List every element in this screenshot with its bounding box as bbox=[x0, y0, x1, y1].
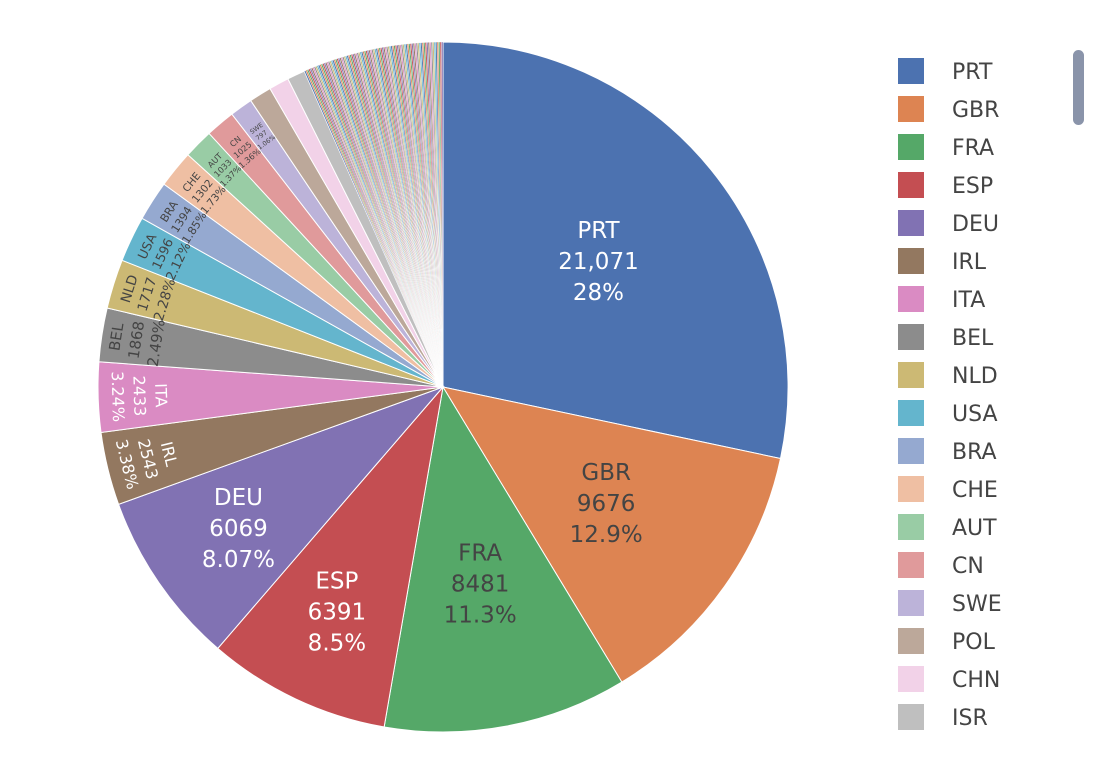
legend-label: DEU bbox=[952, 212, 999, 237]
pie-slices bbox=[97, 41, 789, 733]
legend-item-aut[interactable]: AUT bbox=[898, 514, 997, 541]
legend-item-irl[interactable]: IRL bbox=[898, 248, 987, 275]
slice-label-value: 8481 bbox=[451, 572, 510, 598]
legend-item-usa[interactable]: USA bbox=[898, 400, 998, 427]
slice-label-percent: 28% bbox=[573, 280, 624, 306]
legend-label: SWE bbox=[952, 592, 1002, 617]
slice-label-name: DEU bbox=[214, 485, 263, 511]
slice-label-prt: PRT 21,071 28% bbox=[558, 218, 638, 306]
legend-swatch bbox=[898, 704, 924, 730]
slice-label-percent: 11.3% bbox=[444, 603, 517, 629]
slice-label-percent: 8.07% bbox=[202, 547, 275, 573]
legend-swatch bbox=[898, 210, 924, 236]
legend-label: NLD bbox=[952, 364, 998, 389]
slice-label-percent: 3.24% bbox=[108, 371, 128, 422]
legend-label: IRL bbox=[952, 250, 987, 275]
legend-swatch bbox=[898, 476, 924, 502]
legend-label: GBR bbox=[952, 98, 999, 123]
legend-scrollbar[interactable] bbox=[1073, 50, 1084, 125]
slice-label-name: PRT bbox=[577, 218, 620, 244]
legend-item-deu[interactable]: DEU bbox=[898, 210, 999, 237]
slice-prt[interactable] bbox=[442, 41, 789, 460]
slice-label-deu: DEU 6069 8.07% bbox=[202, 485, 275, 573]
slice-label-value: 9676 bbox=[577, 491, 636, 517]
legend-item-cn[interactable]: CN bbox=[898, 552, 984, 579]
slice-label-percent: 8.5% bbox=[308, 631, 366, 657]
legend-swatch bbox=[898, 628, 924, 654]
legend-swatch bbox=[898, 552, 924, 578]
legend-item-chn[interactable]: CHN bbox=[898, 666, 1000, 693]
legend-label: PRT bbox=[952, 60, 993, 85]
slice-esp[interactable] bbox=[217, 385, 444, 728]
legend-swatch bbox=[898, 514, 924, 540]
legend-item-esp[interactable]: ESP bbox=[898, 172, 993, 199]
slice-label-name: BEL bbox=[105, 321, 127, 352]
legend-label: CHN bbox=[952, 668, 1000, 693]
slice-label-value: 21,071 bbox=[558, 249, 638, 275]
legend-label: FRA bbox=[952, 136, 994, 161]
slice-label-esp: ESP 6391 8.5% bbox=[308, 569, 367, 657]
pie-labels: PRT 21,071 28% GBR 9676 12.9% FRA 8481 11.3% ESP 6… bbox=[105, 122, 643, 657]
slice-label-name: ITA bbox=[151, 383, 171, 408]
legend-label: USA bbox=[952, 402, 998, 427]
legend-label: ESP bbox=[952, 174, 993, 199]
legend-swatch bbox=[898, 324, 924, 350]
legend-item-pol[interactable]: POL bbox=[898, 628, 996, 655]
slice-label-fra: FRA 8481 11.3% bbox=[444, 541, 517, 629]
slice-label-value: 2433 bbox=[129, 375, 149, 416]
legend-label: ITA bbox=[952, 288, 985, 313]
legend-label: CN bbox=[952, 554, 984, 579]
legend-item-bel[interactable]: BEL bbox=[898, 324, 994, 351]
legend-item-bra[interactable]: BRA bbox=[898, 438, 997, 465]
legend-swatch bbox=[898, 96, 924, 122]
legend-swatch bbox=[898, 666, 924, 692]
legend-swatch bbox=[898, 58, 924, 84]
slice-label-gbr: GBR 9676 12.9% bbox=[570, 460, 643, 548]
legend-item-ita[interactable]: ITA bbox=[898, 286, 985, 313]
legend-item-nld[interactable]: NLD bbox=[898, 362, 998, 389]
legend-swatch bbox=[898, 286, 924, 312]
legend: PRT GBR FRA ESP DEU IRL ITA BEL NLD USA BRA CHE AUT C… bbox=[898, 58, 1002, 731]
legend-swatch bbox=[898, 438, 924, 464]
legend-swatch bbox=[898, 400, 924, 426]
slice-label-value: 1868 bbox=[125, 320, 149, 360]
slice-label-name: ESP bbox=[315, 569, 358, 595]
legend-item-prt[interactable]: PRT bbox=[898, 58, 993, 85]
legend-swatch bbox=[898, 134, 924, 160]
slice-deu[interactable] bbox=[117, 385, 445, 650]
legend-label: POL bbox=[952, 630, 996, 655]
legend-swatch bbox=[898, 172, 924, 198]
legend-label: AUT bbox=[952, 516, 997, 541]
slice-label-value: 6069 bbox=[209, 516, 268, 542]
legend-item-swe[interactable]: SWE bbox=[898, 590, 1002, 617]
slice-gbr[interactable] bbox=[441, 386, 782, 683]
legend-swatch bbox=[898, 362, 924, 388]
slice-label-percent: 12.9% bbox=[570, 522, 643, 548]
slice-label-value: 6391 bbox=[308, 600, 367, 626]
slice-label-name: FRA bbox=[458, 541, 502, 567]
legend-item-che[interactable]: CHE bbox=[898, 476, 998, 503]
slice-fra[interactable] bbox=[383, 385, 623, 733]
legend-item-isr[interactable]: ISR bbox=[898, 704, 988, 731]
legend-swatch bbox=[898, 248, 924, 274]
legend-label: ISR bbox=[952, 706, 988, 731]
legend-item-fra[interactable]: FRA bbox=[898, 134, 994, 161]
slice-label-name: GBR bbox=[581, 460, 631, 486]
legend-swatch bbox=[898, 590, 924, 616]
legend-item-gbr[interactable]: GBR bbox=[898, 96, 999, 123]
legend-label: BRA bbox=[952, 440, 997, 465]
legend-label: CHE bbox=[952, 478, 998, 503]
legend-label: BEL bbox=[952, 326, 994, 351]
slice-other[interactable] bbox=[441, 41, 444, 388]
